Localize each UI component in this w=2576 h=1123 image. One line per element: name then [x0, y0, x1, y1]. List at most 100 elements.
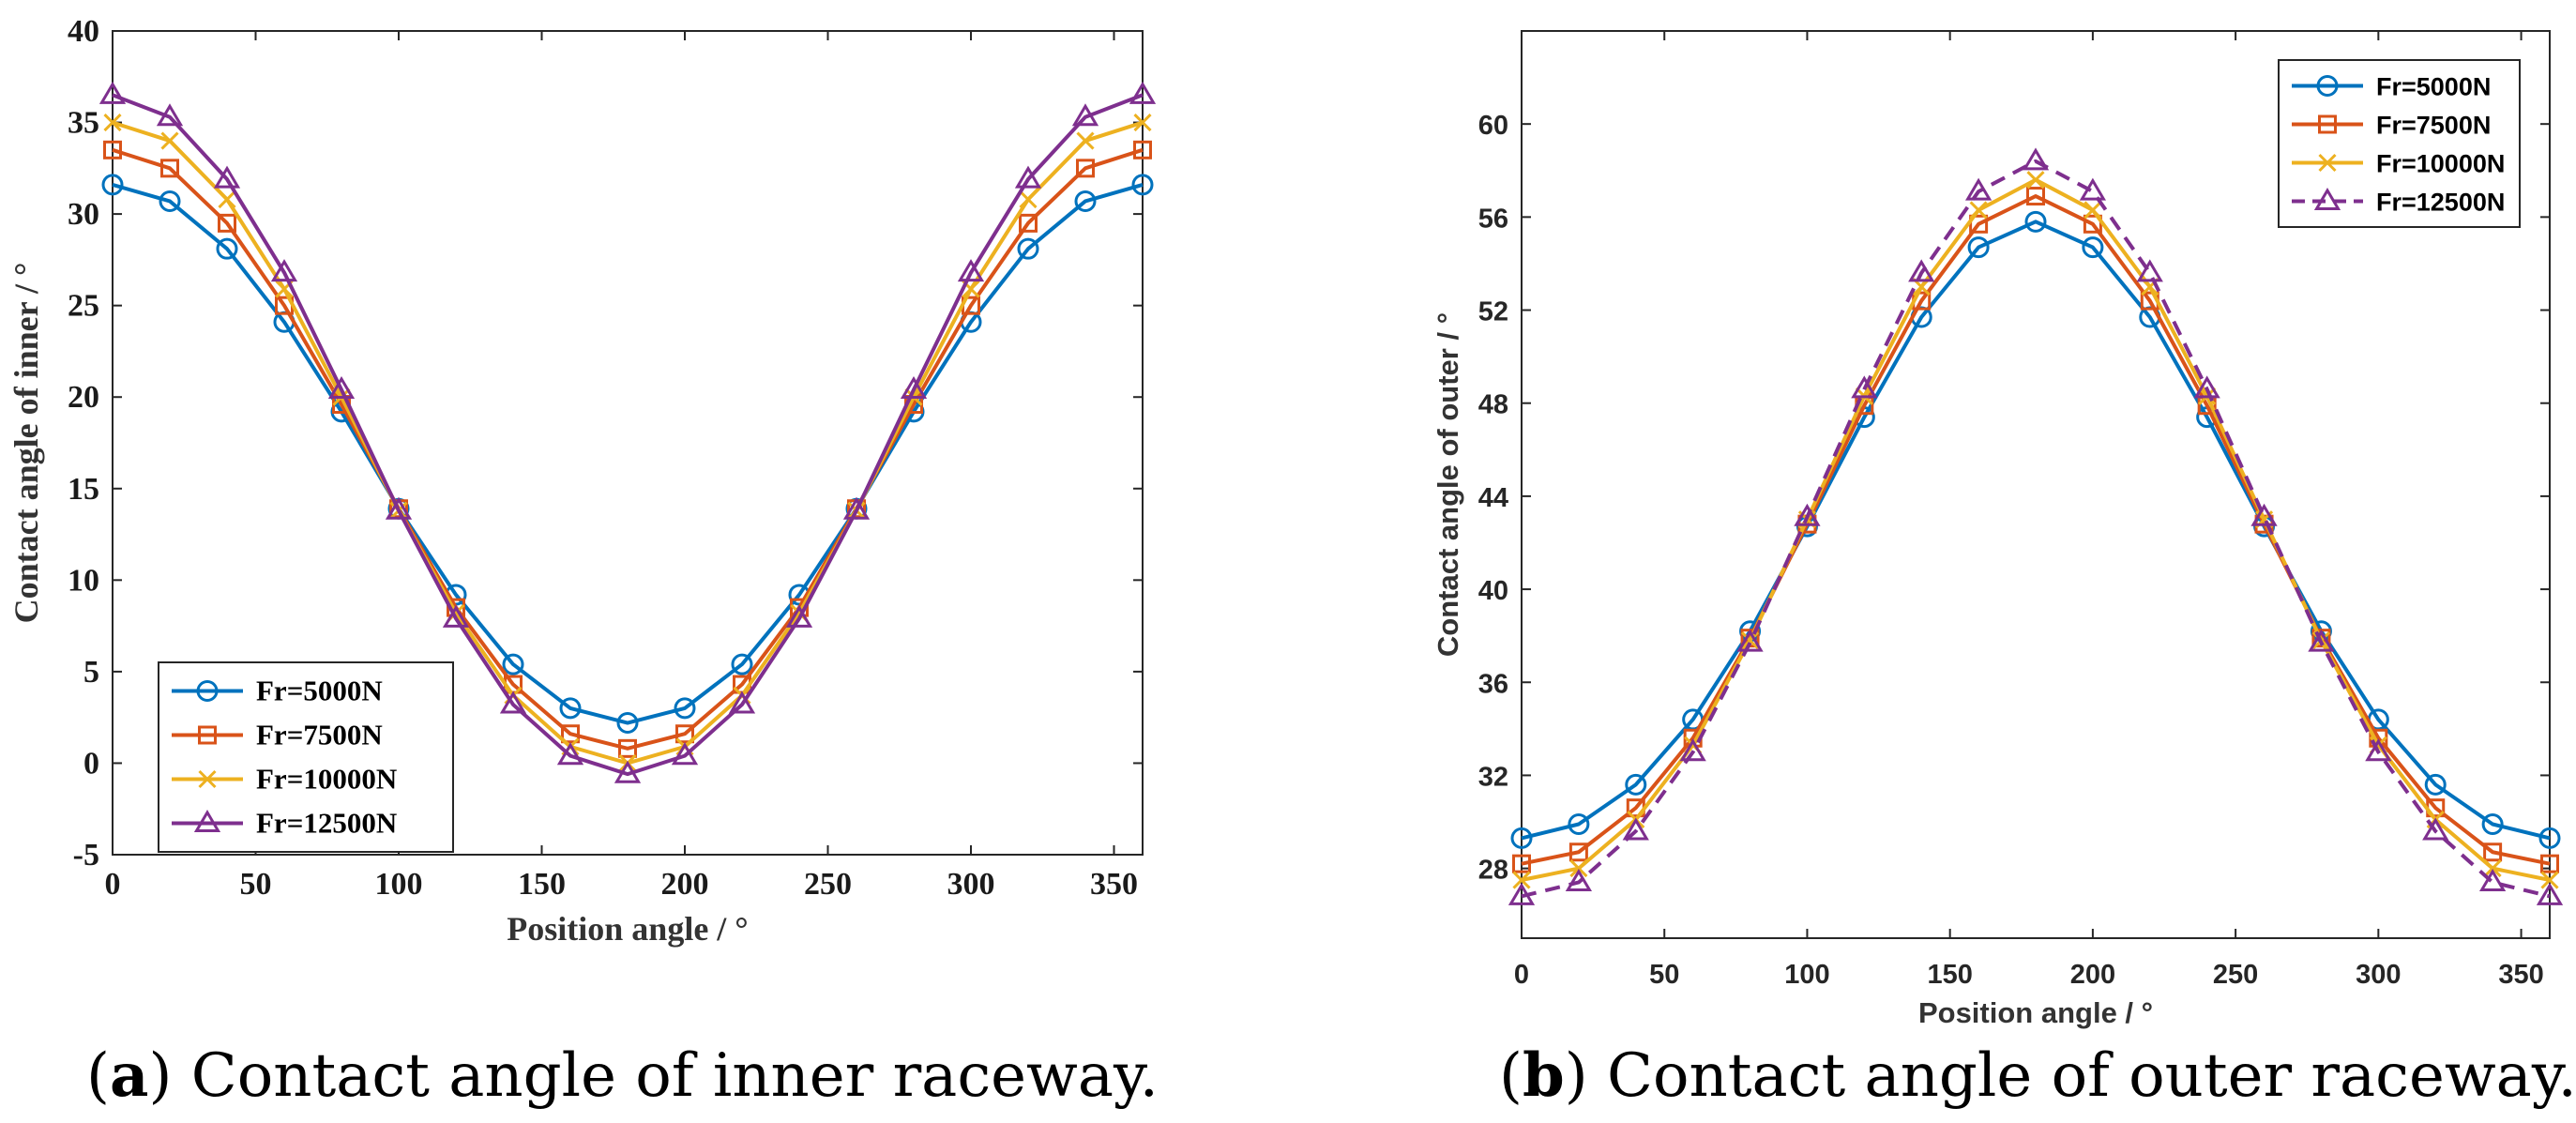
x-tick-label: 100	[375, 867, 423, 902]
series-fr-12500n	[1508, 147, 2564, 905]
data-point	[2538, 827, 2561, 849]
data-point	[1076, 159, 1095, 178]
caption-b-text: ) Contact angle of outer raceway.	[1565, 1041, 2576, 1111]
data-point	[2024, 210, 2047, 233]
x-tick-label: 250	[804, 867, 852, 902]
legend-label: Fr=7500N	[256, 719, 383, 751]
legend-marker	[2318, 114, 2337, 134]
y-tick-label: 48	[1478, 390, 1508, 420]
data-point	[1512, 854, 1531, 873]
legend-label: Fr=5000N	[256, 675, 383, 707]
data-point	[2250, 503, 2278, 526]
data-point	[2022, 147, 2050, 171]
data-point	[2481, 813, 2504, 836]
data-point	[218, 213, 236, 233]
legend-marker	[2316, 75, 2339, 97]
data-point	[2424, 773, 2447, 796]
data-point	[674, 697, 696, 720]
data-point	[618, 738, 637, 758]
series-line	[1521, 220, 2551, 841]
data-point	[1794, 503, 1821, 526]
data-point	[159, 190, 181, 212]
legend: Fr=5000N Fr=7500N Fr=10000N Fr=12500N	[158, 661, 454, 853]
data-point	[1679, 738, 1706, 762]
data-point	[1967, 236, 1990, 259]
data-point	[1133, 113, 1152, 132]
data-point	[731, 653, 753, 675]
data-point	[2308, 629, 2335, 652]
y-tick-label: 20	[68, 380, 99, 415]
data-point	[499, 690, 527, 714]
data-point	[1512, 871, 1531, 889]
data-point	[957, 259, 985, 282]
data-point	[2483, 842, 2503, 862]
y-tick-label: 52	[1478, 297, 1508, 327]
data-point	[218, 190, 236, 209]
y-tick-label: 44	[1478, 483, 1508, 513]
series-line	[112, 182, 1144, 725]
caption-a: (a) Contact angle of inner raceway.	[86, 1040, 1159, 1111]
y-tick-label: 56	[1478, 204, 1508, 234]
data-point	[216, 237, 238, 260]
x-tick-label: 250	[2213, 960, 2258, 990]
data-point	[1969, 214, 1989, 234]
data-point	[2193, 375, 2220, 399]
legend-label: Fr=10000N	[256, 763, 397, 796]
legend-marker	[196, 680, 219, 702]
data-point	[1014, 165, 1042, 189]
y-tick-label: 40	[1478, 576, 1508, 606]
data-point	[385, 496, 413, 520]
x-tick-label: 50	[240, 867, 272, 902]
legend-marker	[198, 769, 217, 789]
data-point	[1131, 174, 1154, 196]
data-point	[2365, 738, 2392, 762]
data-point	[1071, 103, 1099, 127]
data-point	[1568, 813, 1590, 836]
data-point	[1133, 140, 1152, 159]
data-point	[1019, 190, 1038, 209]
data-point	[2536, 882, 2564, 905]
legend-marker	[2318, 153, 2337, 173]
data-point	[1969, 201, 1988, 220]
series-line	[1521, 194, 2551, 866]
data-point	[561, 724, 580, 744]
x-tick-label: 300	[2356, 960, 2401, 990]
data-point	[1622, 817, 1649, 841]
y-tick-label: 32	[1478, 762, 1508, 792]
data-point	[2478, 869, 2507, 892]
data-point	[160, 159, 179, 178]
data-point	[103, 113, 122, 132]
y-tick-label: 15	[68, 472, 99, 507]
x-tick-label: 200	[2070, 960, 2115, 990]
data-point	[728, 690, 756, 714]
x-tick-label: 100	[1784, 960, 1829, 990]
legend-marker	[193, 810, 221, 833]
data-point	[900, 375, 928, 399]
data-point	[614, 760, 642, 783]
x-tick-label: 150	[1927, 960, 1972, 990]
data-point	[1851, 375, 1878, 399]
data-point	[2540, 871, 2559, 889]
data-point	[270, 259, 298, 282]
legend-label: Fr=7500N	[2376, 112, 2491, 140]
legend-label: Fr=12500N	[2376, 189, 2505, 217]
legend-marker	[2313, 188, 2341, 211]
data-point	[785, 604, 813, 628]
x-tick-label: 0	[1514, 960, 1529, 990]
data-point	[502, 653, 524, 675]
x-axis-label: Position angle / °	[1918, 996, 2153, 1029]
data-point	[2082, 236, 2104, 259]
data-point	[1508, 882, 1536, 905]
x-tick-label: 50	[1649, 960, 1679, 990]
y-tick-label: 5	[83, 655, 99, 690]
data-point	[2026, 187, 2045, 206]
data-point	[1017, 237, 1039, 260]
caption-a-letter: a	[110, 1040, 148, 1111]
x-tick-label: 350	[2498, 960, 2543, 990]
data-point	[442, 604, 470, 628]
x-tick-label: 0	[105, 867, 121, 902]
data-point	[1568, 842, 1588, 862]
data-point	[1569, 859, 1588, 878]
x-axis-label: Position angle / °	[507, 910, 748, 948]
